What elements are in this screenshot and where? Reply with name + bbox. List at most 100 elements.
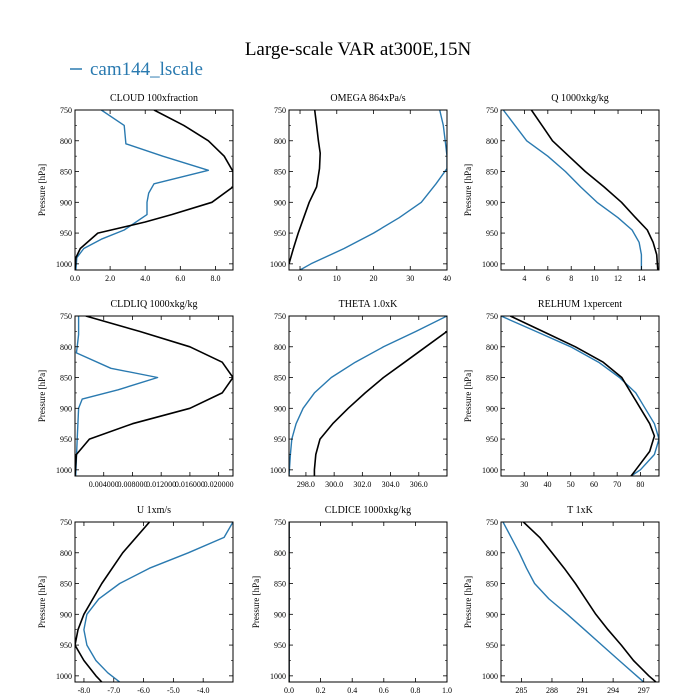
legend-label: cam144_lscale (90, 59, 203, 80)
x-tick-label: 10 (333, 274, 341, 283)
x-tick-label: 298.0 (297, 480, 315, 489)
model-series-line (75, 316, 159, 476)
panel-3: Q 1000xkg/kg 750 800 850 900 950 1000 4 6 8 10 12 14… (463, 93, 660, 283)
plot-frame (74, 315, 234, 477)
panel-title: THETA 1.0xK (339, 299, 398, 310)
y-tick-label: 900 (486, 198, 498, 207)
panel-4: CLDLIQ 1000xkg/kg 750 800 850 900 950 1000 0.00… (37, 299, 234, 489)
x-tick-label: 70 (613, 480, 621, 489)
y-tick-label: 1000 (270, 466, 286, 475)
plot-frame (500, 315, 660, 477)
panel-8: CLDICE 1000xkg/kg 750 800 850 900 950 1000 0.0 0… (251, 505, 452, 695)
model-series-line (299, 110, 447, 270)
y-tick-label: 800 (60, 137, 72, 146)
x-tick-label: 40 (443, 274, 451, 283)
x-tick-label: 0.6 (379, 686, 389, 695)
y-tick-label: 1000 (270, 260, 286, 269)
x-tick-label: 14 (637, 274, 645, 283)
x-tick-label: 1.0 (442, 686, 452, 695)
x-tick-label: 20 (370, 274, 378, 283)
y-tick-label: 1000 (270, 672, 286, 681)
y-tick-label: 850 (274, 168, 286, 177)
reference-series-line (75, 110, 233, 270)
y-tick-label: 1000 (482, 466, 498, 475)
y-tick-label: 900 (274, 404, 286, 413)
panel-1: CLOUD 100xfraction 750 800 850 900 950 1000 0.0… (37, 93, 234, 283)
y-tick-label: 950 (274, 641, 286, 650)
x-tick-label: 0.2 (316, 686, 326, 695)
y-tick-label: 800 (60, 549, 72, 558)
y-tick-label: 800 (60, 343, 72, 352)
x-tick-label: 0.8 (410, 686, 420, 695)
y-tick-label: 750 (274, 106, 286, 115)
y-tick-label: 1000 (56, 466, 72, 475)
figure-title: Large-scale VAR at300E,15N (245, 39, 472, 60)
panel-title: CLOUD 100xfraction (110, 93, 198, 104)
x-tick-label: 50 (567, 480, 575, 489)
x-tick-label: 40 (543, 480, 551, 489)
x-tick-label: 291 (577, 686, 589, 695)
y-tick-label: 800 (486, 549, 498, 558)
panel-title: T 1xK (567, 505, 593, 516)
reference-series-line (289, 110, 322, 265)
y-tick-label: 850 (486, 580, 498, 589)
panel-9: T 1xK 750 800 850 900 950 1000 285 288 291 294 297 P… (463, 505, 660, 695)
x-tick-label: 288 (546, 686, 558, 695)
model-series-line (502, 522, 645, 682)
reference-series-line (522, 522, 657, 682)
y-tick-label: 800 (274, 137, 286, 146)
y-tick-label: 900 (486, 404, 498, 413)
x-tick-label: 0.020000 (204, 480, 234, 489)
y-tick-label: 750 (486, 312, 498, 321)
x-tick-label: 294 (607, 686, 619, 695)
x-tick-label: 297 (638, 686, 650, 695)
y-axis-label: Pressure [hPa] (463, 164, 473, 216)
panel-title: CLDLIQ 1000xkg/kg (111, 299, 198, 310)
y-tick-label: 800 (274, 343, 286, 352)
y-tick-label: 900 (60, 404, 72, 413)
panel-title: U 1xm/s (137, 505, 171, 516)
y-axis-label: Pressure [hPa] (37, 576, 47, 628)
x-tick-label: 30 (520, 480, 528, 489)
y-tick-label: 850 (486, 374, 498, 383)
x-tick-label: -8.0 (78, 686, 91, 695)
x-tick-label: 0.008000 (117, 480, 147, 489)
y-tick-label: 750 (274, 312, 286, 321)
y-tick-label: 950 (274, 229, 286, 238)
series-group (289, 316, 447, 476)
y-tick-label: 850 (60, 374, 72, 383)
x-tick-label: 0.016000 (175, 480, 205, 489)
x-tick-label: 0 (298, 274, 302, 283)
x-tick-label: 6.0 (175, 274, 185, 283)
y-tick-label: 800 (486, 137, 498, 146)
panel-2: OMEGA 864xPa/s 750 800 850 900 950 1000 0 10 20 30… (270, 93, 451, 283)
x-tick-label: 306.0 (410, 480, 428, 489)
x-tick-label: 60 (590, 480, 598, 489)
y-tick-label: 900 (60, 610, 72, 619)
model-series-line (83, 522, 233, 682)
x-tick-label: 80 (636, 480, 644, 489)
y-axis-label: Pressure [hPa] (251, 576, 261, 628)
panel-5: THETA 1.0xK 750 800 850 900 950 1000 298.0 300.0… (270, 299, 448, 489)
x-tick-label: 12 (614, 274, 622, 283)
y-tick-label: 750 (274, 518, 286, 527)
x-tick-label: 8 (569, 274, 573, 283)
y-axis-label: Pressure [hPa] (37, 164, 47, 216)
y-axis-label: Pressure [hPa] (37, 370, 47, 422)
x-tick-label: 0.004000 (89, 480, 119, 489)
y-tick-label: 900 (274, 198, 286, 207)
y-axis-label: Pressure [hPa] (463, 370, 473, 422)
plot-frame (500, 521, 660, 683)
x-tick-label: 285 (515, 686, 527, 695)
x-tick-label: 10 (591, 274, 599, 283)
x-tick-label: 2.0 (105, 274, 115, 283)
model-series-line (501, 316, 659, 476)
series-group (501, 316, 659, 476)
y-tick-label: 950 (486, 641, 498, 650)
y-tick-label: 1000 (56, 260, 72, 269)
reference-series-line (530, 110, 659, 270)
x-tick-label: 4 (522, 274, 526, 283)
y-tick-label: 750 (60, 518, 72, 527)
panel-title: OMEGA 864xPa/s (330, 93, 405, 104)
